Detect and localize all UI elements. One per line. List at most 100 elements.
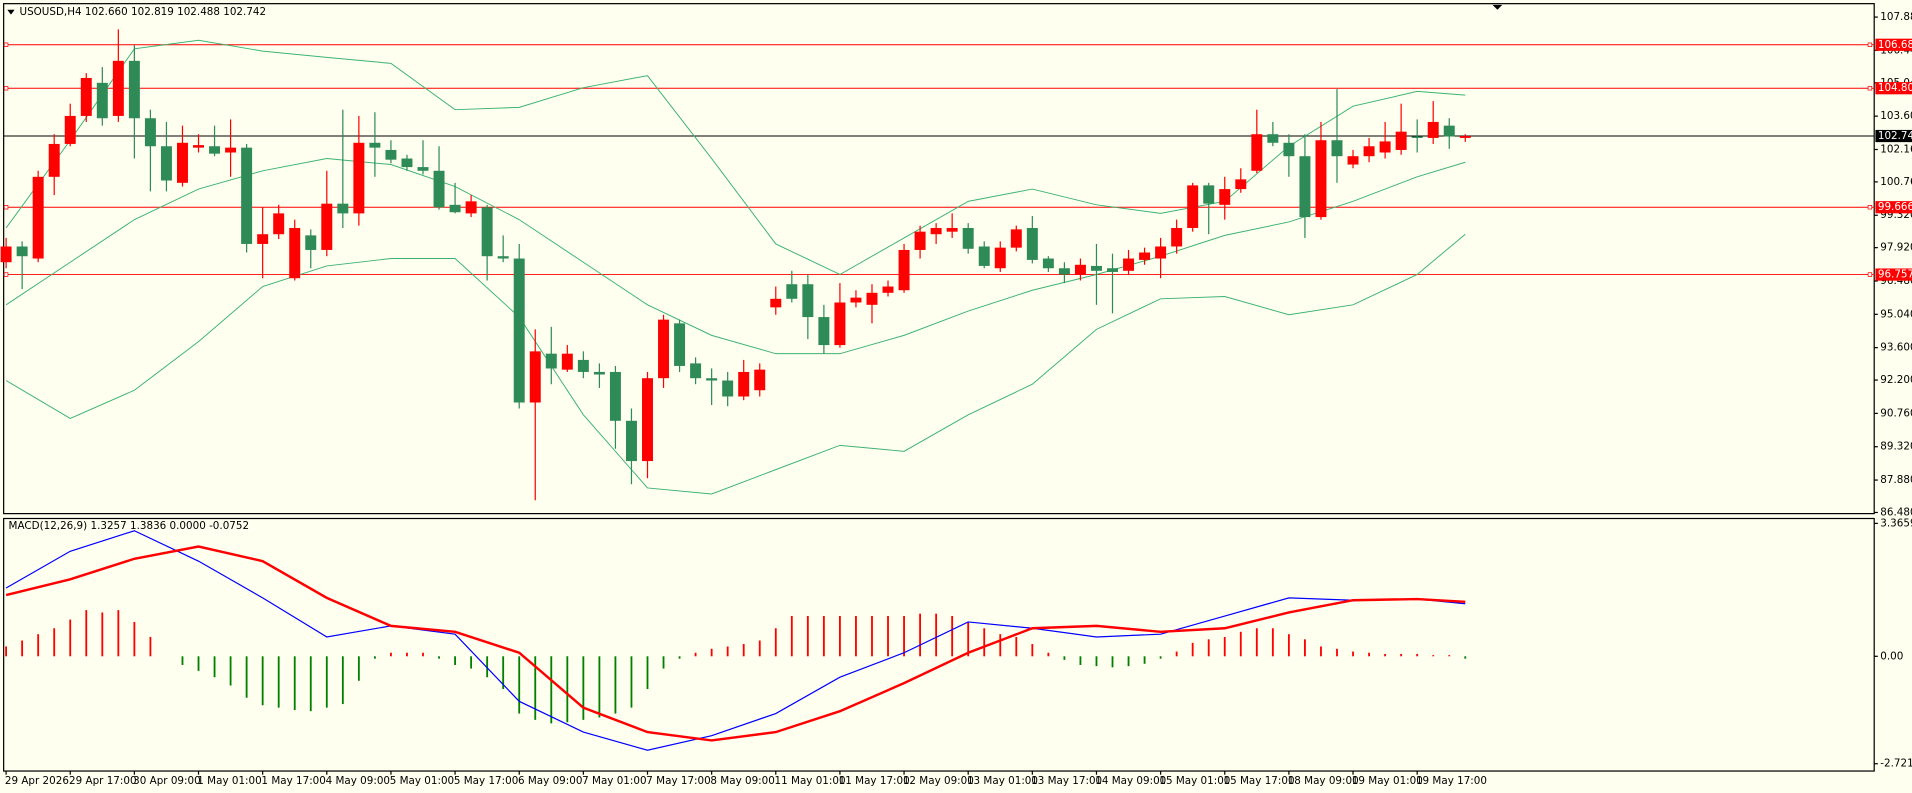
candle-body [48,143,60,177]
candle-body [385,149,397,160]
candle-body [1026,227,1038,260]
candle-body [1010,229,1022,248]
menu-arrow[interactable] [7,9,15,15]
candle-body [257,234,269,244]
candle-body [1042,258,1054,269]
candle-body [1363,146,1375,157]
candle-body [225,147,237,153]
x-tick-label: 8 May 09:00 [710,775,774,787]
candle-body [417,167,429,171]
candle-body [577,359,589,372]
x-tick-label: 14 May 09:00 [1095,775,1166,787]
candle-body [80,77,92,116]
candle-body [946,227,958,232]
candle-body [465,201,477,214]
x-tick-label: 15 May 01:00 [1159,775,1230,787]
candle-body [962,227,974,249]
candle-body [674,323,686,366]
candle-body [64,115,76,144]
x-tick-label: 4 May 09:00 [326,775,390,787]
candle-body [866,292,878,305]
candle-body [625,420,637,462]
candle-body [1283,142,1295,157]
level-handle [1867,272,1873,277]
candle-body [401,158,413,168]
candle-body [1235,179,1247,190]
y-tick-label: 100.760 [1880,176,1912,188]
candle-body [1459,136,1471,138]
y-tick-label: 92.200 [1880,374,1912,386]
level-label: 96.757 [1878,269,1912,281]
y-tick-label: 102.160 [1880,143,1912,155]
x-tick-label: 5 May 01:00 [390,775,454,787]
x-tick-label: 29 Apr 2026 [5,775,69,787]
candle-body [754,369,766,391]
candle-body [1411,136,1423,138]
indicator-line [5,545,1466,742]
candle-body [561,353,573,370]
level-handle [1867,205,1873,210]
x-tick-label: 7 May 01:00 [582,775,646,787]
candle-body [144,118,156,147]
x-tick-label: 12 May 09:00 [903,775,974,787]
candle-body [1331,140,1343,157]
level-label-box [1875,201,1912,214]
candle-body [353,142,365,214]
y-tick-label: 97.920 [1880,242,1912,254]
candle-body [593,371,605,375]
candle-body [978,246,990,266]
candle-body [722,380,734,397]
candle-body [994,247,1006,269]
candle-body [112,60,124,116]
candle-body [1427,121,1439,138]
candle-body [1090,265,1102,271]
indicator-line [5,530,1466,751]
level-label-box [1875,82,1912,95]
candle-body [32,176,44,259]
candle-body [914,231,926,250]
y-tick-label: 3.3659 [1880,517,1912,529]
candle-body [128,60,140,119]
y-tick-label: 86.480 [1880,506,1912,518]
candle-body [738,371,750,397]
candle-body [802,284,814,318]
level-label: 106.684 [1878,39,1912,51]
candle-body [241,147,253,244]
x-tick-label: 19 May 17:00 [1416,775,1487,787]
x-tick-label: 13 May 17:00 [1031,775,1102,787]
macd-frame [3,517,1875,772]
candle-body [289,227,301,279]
candle-body [96,82,108,119]
candle-body [433,170,445,208]
x-tick-label: 1 May 17:00 [261,775,325,787]
candle-body [642,378,653,462]
level-handle [3,205,9,210]
y-tick-label: 103.600 [1880,110,1912,122]
candle-body [497,256,509,259]
candle-body [0,246,12,263]
x-tick-label: 1 May 01:00 [197,775,261,787]
y-tick-label: 90.760 [1880,407,1912,419]
candle-body [1347,156,1359,165]
x-tick-label: 5 May 17:00 [454,775,518,787]
candle-body [1251,134,1263,171]
x-tick-label: 15 May 17:00 [1224,775,1295,787]
y-tick-label: 87.880 [1880,474,1912,486]
x-tick-label: 6 May 09:00 [518,775,582,787]
candle-body [850,297,862,303]
candle-body [176,142,188,183]
x-tick-label: 18 May 09:00 [1288,775,1359,787]
candle-body [898,249,910,291]
chart-title: USOUSD,H4 102.660 102.819 102.488 102.74… [20,6,267,18]
candle-body [209,146,221,154]
candle-body [1379,141,1391,153]
candle-body [160,146,172,181]
shift-marker [1492,4,1503,10]
candle-body [1058,268,1070,275]
candle-body [930,227,942,235]
candle-body [882,286,894,293]
candle-body [1267,134,1279,143]
